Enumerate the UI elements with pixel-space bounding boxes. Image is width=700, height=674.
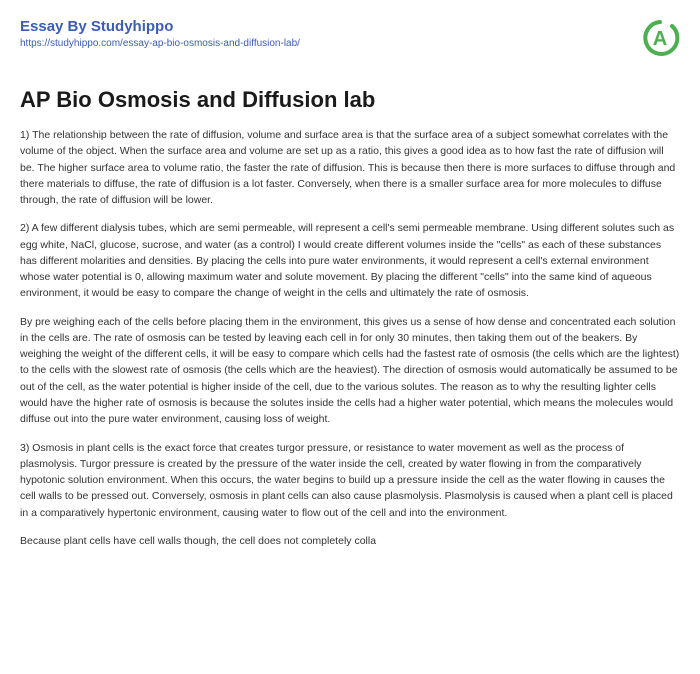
content-body: 1) The relationship between the rate of …: [20, 127, 680, 549]
essay-by-label: Essay By Studyhippo: [20, 18, 300, 35]
paragraph-3: By pre weighing each of the cells before…: [20, 314, 680, 428]
logo-letter: A: [653, 28, 667, 50]
page-title: AP Bio Osmosis and Diffusion lab: [20, 87, 680, 113]
source-url-link[interactable]: https://studyhippo.com/essay-ap-bio-osmo…: [20, 38, 300, 49]
paragraph-1: 1) The relationship between the rate of …: [20, 127, 680, 208]
logo-container: A: [640, 18, 680, 63]
paragraph-2: 2) A few different dialysis tubes, which…: [20, 220, 680, 301]
paragraph-4: 3) Osmosis in plant cells is the exact f…: [20, 440, 680, 521]
page-header: Essay By Studyhippo https://studyhippo.c…: [20, 18, 680, 63]
header-left: Essay By Studyhippo https://studyhippo.c…: [20, 18, 300, 49]
studyhippo-logo-icon: A: [640, 18, 680, 58]
paragraph-5: Because plant cells have cell walls thou…: [20, 533, 680, 549]
